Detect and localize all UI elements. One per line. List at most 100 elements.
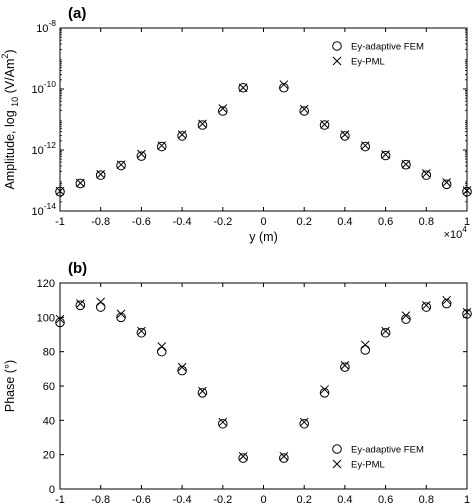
y-tick-label: 120 [37, 278, 55, 290]
y-tick-label: 0 [49, 484, 55, 496]
x-tick-label: -0.8 [91, 494, 110, 504]
y-tick-label: 10-12 [31, 140, 56, 157]
x-tick-label: 0 [260, 216, 266, 228]
data-point-x [462, 307, 472, 317]
x-tick-label: 0.8 [419, 494, 434, 504]
series-ey-adaptive-fem [55, 82, 472, 197]
data-point-circle [197, 388, 208, 398]
x-tick-label: -0.4 [173, 494, 192, 504]
data-point-x [96, 169, 106, 179]
data-point-x [198, 386, 207, 396]
data-point-x [55, 186, 65, 196]
y-tick-label: 80 [43, 347, 55, 359]
data-point-circle [55, 317, 65, 328]
x-axis-exponent: ×104 [444, 224, 468, 241]
y-tick-label: 100 [37, 312, 55, 324]
data-point-circle [380, 150, 391, 161]
data-point-circle [401, 159, 411, 170]
data-point-circle [441, 179, 452, 190]
data-point-x [116, 160, 126, 170]
legend: Ey-adaptive FEM Ey-PML [332, 444, 424, 471]
panel-a-amplitude: (a) -1 -0.8 -0.6 -0.4 -0.2 0 0.2 0.4 0.6 0.8 1 10-14… [0, 5, 472, 244]
data-point-circle [75, 300, 86, 311]
x-axis-label: y (m) [249, 230, 277, 244]
panel-label-b: (b) [68, 260, 87, 277]
data-point-x [299, 104, 309, 114]
panel-b-phase: (b) -1 -0.8 -0.6 -0.4 -0.2 0 0.2 0.4 0.6 0.8 1 0 20 40… [3, 260, 472, 504]
x-tick-label: -0.6 [132, 216, 151, 228]
data-point-circle [340, 131, 350, 141]
legend-entry-label: Ey-PML [351, 460, 385, 471]
x-tick-label: 0.8 [419, 216, 434, 228]
x-tick-label: -1 [55, 216, 65, 228]
series-ey-adaptive-fem [55, 298, 472, 463]
panel-label-a: (a) [68, 5, 86, 22]
data-point-circle [75, 178, 86, 189]
x-tick-label: 0 [260, 494, 266, 504]
data-point-x [55, 314, 65, 324]
data-point-x [116, 309, 126, 319]
data-point-circle [238, 453, 248, 463]
data-point-circle [238, 82, 248, 93]
data-point-x [401, 159, 411, 169]
data-point-x [177, 130, 187, 139]
x-tick-label: 0.2 [297, 494, 312, 504]
series-ey-pml [55, 295, 472, 461]
y-axis-label: Phase (°) [3, 360, 17, 412]
legend-marker-x [332, 56, 342, 66]
data-point-circle [279, 82, 289, 93]
data-point-x [279, 80, 289, 89]
data-point-x [401, 311, 411, 320]
data-point-x [198, 119, 207, 129]
data-point-circle [55, 186, 65, 197]
data-point-circle [319, 120, 330, 130]
data-point-x [320, 385, 329, 394]
data-point-circle [95, 302, 106, 312]
data-point-x [421, 300, 431, 310]
data-point-circle [421, 170, 432, 180]
y-tick-label: 10-14 [31, 201, 56, 218]
legend-marker-circle [332, 444, 342, 454]
data-point-circle [156, 346, 167, 357]
data-point-circle [462, 309, 472, 319]
legend-entry-label: Ey-PML [351, 57, 385, 68]
y-tick-label: 10-8 [36, 18, 56, 35]
series-ey-pml [55, 80, 472, 196]
data-point-x [218, 104, 228, 113]
data-point-x [238, 83, 248, 93]
x-tick-label: 0.2 [297, 216, 312, 228]
y-tick-label: 20 [43, 450, 55, 462]
x-tick-label: -0.2 [213, 494, 232, 504]
legend-marker-circle [332, 41, 342, 51]
data-point-circle [319, 388, 330, 398]
data-point-x [381, 326, 390, 336]
data-point-x [360, 141, 370, 150]
data-point-x [96, 297, 106, 307]
x-tick-label: 0.6 [378, 494, 393, 504]
plot-frame [59, 27, 468, 212]
data-point-circle [136, 151, 147, 161]
data-point-x [299, 417, 309, 427]
x-tick-label: 0.4 [337, 216, 352, 228]
data-point-x [340, 130, 350, 139]
data-point-circle [462, 186, 472, 197]
data-point-x [462, 186, 472, 195]
data-point-circle [340, 362, 350, 372]
y-axis-label: Amplitude, log 10 (V/Am2) [0, 49, 20, 189]
data-point-circle [279, 453, 289, 463]
y-tick-label: 10-10 [31, 79, 56, 96]
x-tick-label: -0.8 [91, 216, 110, 228]
data-point-circle [299, 106, 310, 116]
data-point-x [442, 177, 452, 187]
data-point-x [75, 178, 85, 188]
data-point-circle [299, 418, 310, 429]
data-point-circle [136, 327, 147, 338]
data-point-x [75, 299, 85, 308]
x-tick-label: -1 [55, 494, 65, 504]
data-point-circle [116, 312, 126, 323]
x-tick-label: 1 [464, 494, 470, 504]
data-point-circle [156, 141, 167, 152]
data-point-x [137, 149, 146, 159]
data-point-circle [177, 365, 187, 376]
data-point-x [177, 362, 187, 372]
